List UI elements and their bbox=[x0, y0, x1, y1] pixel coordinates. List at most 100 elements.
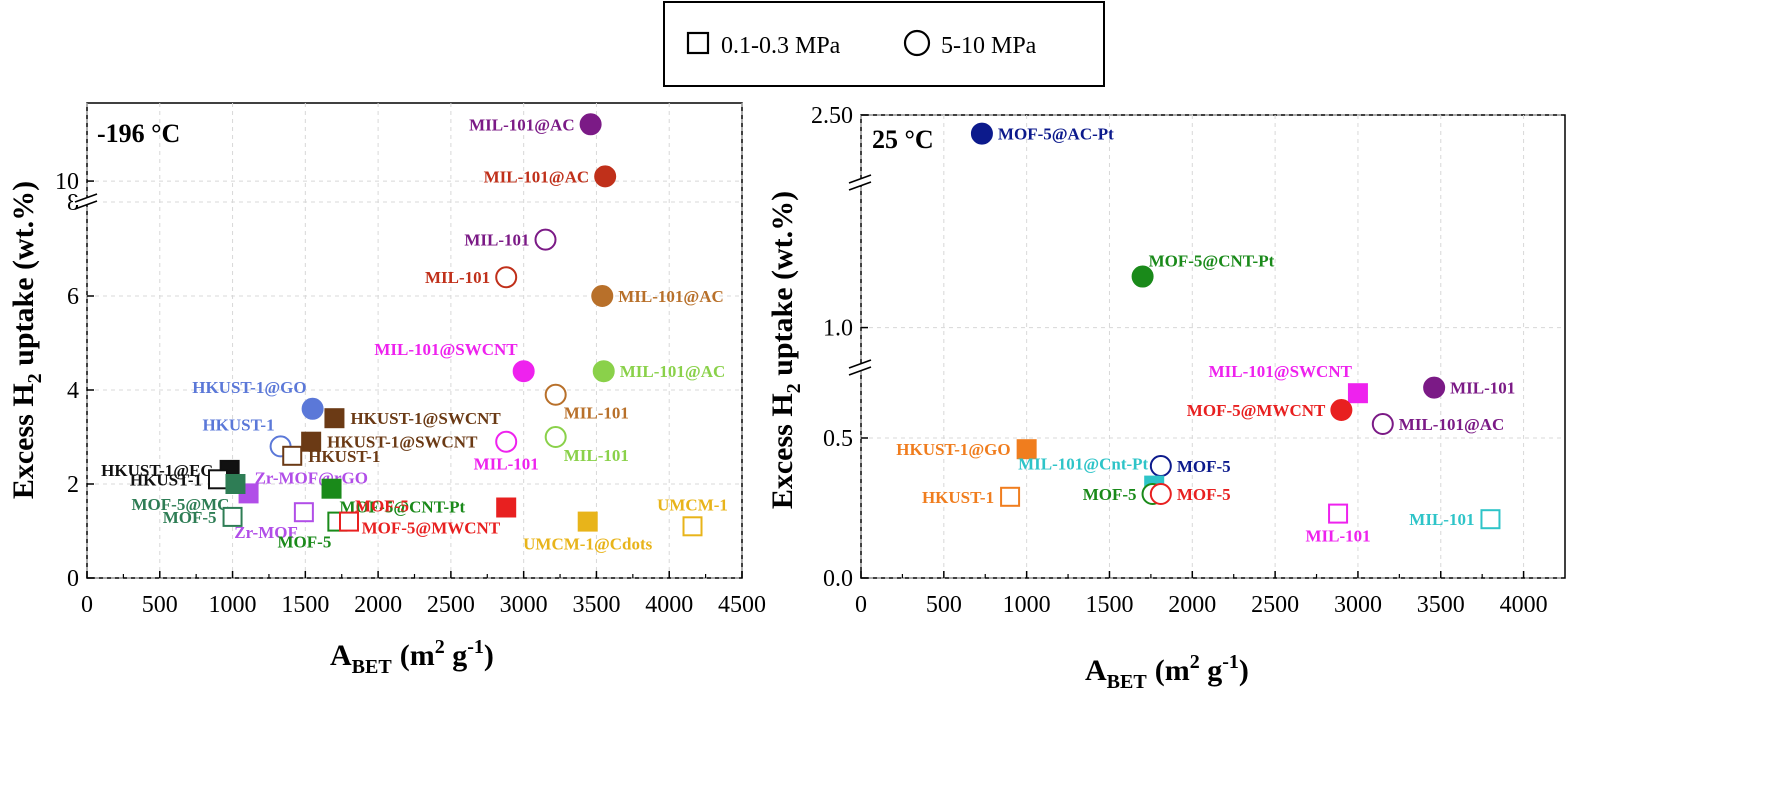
y-tick-label: 0.5 bbox=[823, 426, 853, 452]
data-point-square bbox=[293, 502, 314, 523]
left-plot-frame bbox=[86, 102, 743, 579]
data-point-label: Zr-MOF bbox=[234, 523, 298, 542]
axis-break-mark bbox=[74, 200, 98, 210]
data-point-label: UMCM-1 bbox=[657, 495, 728, 514]
data-point-label: MOF-5@CNT-Pt bbox=[340, 498, 466, 517]
data-point-circle bbox=[1149, 483, 1172, 505]
left-y-ticks: 1002468 bbox=[55, 169, 94, 592]
data-point-square bbox=[225, 474, 246, 494]
x-tick-label: 2000 bbox=[1168, 592, 1216, 618]
left-xlabel-sup: 2 bbox=[435, 636, 445, 658]
right-grid bbox=[860, 114, 1565, 579]
left-xlabel-tail: g bbox=[445, 639, 468, 672]
right-xlabel-tail: g bbox=[1200, 654, 1223, 687]
data-point-circle bbox=[1330, 399, 1353, 421]
x-tick-label: 1500 bbox=[281, 592, 329, 618]
right-xlabel-sup: 2 bbox=[1190, 651, 1200, 673]
data-point-square bbox=[682, 516, 703, 537]
right-xlabel-close: ) bbox=[1239, 654, 1249, 687]
legend-svg: 0.1-0.3 MPa 5-10 MPa bbox=[686, 29, 1037, 59]
y-tick-label: 6 bbox=[67, 284, 79, 310]
data-point-circle bbox=[534, 228, 557, 251]
left-x-ticks: 0 500 1000 1500 2000 2500 3000 3500 4000 4500 bbox=[81, 571, 766, 618]
data-point-label: MIL-101@AC bbox=[620, 362, 726, 381]
data-point-square bbox=[321, 478, 342, 499]
legend-circle-icon bbox=[903, 29, 931, 57]
left-ylabel-main: Excess H bbox=[7, 383, 40, 499]
x-tick-label: 0 bbox=[855, 592, 867, 618]
left-panel: 0 500 1000 1500 2000 2500 3000 3500 4000 4500 10 0… bbox=[7, 102, 766, 678]
y-tick-label: 0 bbox=[67, 566, 79, 592]
data-point-label: MIL-101 bbox=[425, 268, 490, 287]
data-point-label: MOF-5 bbox=[1177, 485, 1231, 504]
data-point-square bbox=[1347, 383, 1368, 404]
data-point-label: MIL-101@AC bbox=[469, 115, 575, 134]
y-tick-label: 2 bbox=[67, 472, 79, 498]
data-point-square bbox=[1328, 503, 1349, 524]
data-point-label: MIL-101@Cnt-Pt bbox=[1018, 455, 1148, 474]
data-point-square bbox=[324, 408, 345, 429]
data-point-label: MIL-101 bbox=[1305, 527, 1370, 546]
data-point-label: HKUST-1 bbox=[922, 488, 994, 507]
data-point-square bbox=[496, 497, 517, 518]
data-point-square bbox=[301, 431, 322, 452]
y-tick-label: 2.50 bbox=[811, 103, 853, 129]
data-point-square bbox=[208, 469, 228, 490]
x-tick-label: 1000 bbox=[1003, 592, 1051, 618]
x-tick-label: 2500 bbox=[1251, 592, 1299, 618]
data-point-circle bbox=[592, 360, 615, 383]
data-point-label: MIL-101 bbox=[564, 446, 629, 465]
right-axis-break bbox=[847, 174, 875, 376]
right-xlabel-units: (m bbox=[1155, 654, 1190, 687]
axis-break-mark bbox=[848, 181, 872, 191]
right-panel-title: 25 °C bbox=[872, 125, 934, 154]
data-point-label: MIL-101@SWCNT bbox=[374, 340, 518, 359]
data-point-label: MIL-101 bbox=[464, 231, 529, 250]
data-point-label: MOF-5 bbox=[278, 533, 332, 552]
data-point-square bbox=[577, 511, 598, 532]
data-point-label: MOF-5@MC bbox=[132, 495, 230, 514]
data-point-label: MIL-101@AC bbox=[618, 287, 724, 306]
right-plot-frame bbox=[860, 114, 1566, 579]
data-point-label: MOF-5 bbox=[1177, 457, 1231, 476]
data-point-label: HKUST-1 bbox=[308, 447, 380, 466]
x-tick-label: 3500 bbox=[1417, 592, 1465, 618]
data-point-circle bbox=[594, 165, 617, 188]
data-point-label: HKUST-1@SWCNT bbox=[327, 433, 478, 452]
axis-break-gap bbox=[847, 178, 875, 186]
right-points: MOF-5@AC-Pt MOF-5@CNT-Pt MIL-101@SWCNT MIL-… bbox=[896, 122, 1515, 546]
data-point-label: MOF-5@MWCNT bbox=[362, 519, 501, 538]
data-point-circle bbox=[579, 113, 602, 136]
right-xlabel-tail-sup: -1 bbox=[1222, 651, 1239, 673]
x-tick-label: 2000 bbox=[354, 592, 402, 618]
x-tick-label: 1500 bbox=[1085, 592, 1133, 618]
data-point-label: MIL-101@SWCNT bbox=[1209, 362, 1353, 381]
data-point-square bbox=[339, 511, 359, 532]
data-point-square bbox=[1480, 509, 1501, 530]
legend: 0.1-0.3 MPa 5-10 MPa bbox=[663, 1, 1105, 87]
data-point-label: HKUST-1 bbox=[202, 415, 274, 434]
data-point-circle bbox=[544, 426, 567, 448]
data-point-label: UMCM-1@Cdots bbox=[523, 535, 653, 554]
data-point-circle bbox=[1371, 413, 1394, 435]
x-tick-label: 3000 bbox=[1334, 592, 1382, 618]
data-point-label: MIL-101 bbox=[1409, 510, 1474, 529]
data-point-circle bbox=[970, 122, 993, 145]
right-xlabel-main: A bbox=[1085, 654, 1107, 687]
x-tick-label: 4000 bbox=[645, 592, 693, 618]
data-point-circle bbox=[495, 430, 518, 453]
x-tick-label: 3000 bbox=[500, 592, 548, 618]
right-ylabel-sub: 2 bbox=[783, 383, 805, 393]
right-panel: 0 500 1000 1500 2000 2500 3000 3500 4000 2.50 1.0… bbox=[766, 103, 1566, 693]
data-point-circle bbox=[495, 266, 518, 289]
data-point-circle bbox=[1423, 376, 1446, 399]
data-point-label: MOF-5 bbox=[1083, 485, 1137, 504]
data-point-label: MOF-5@MWCNT bbox=[1187, 401, 1326, 420]
legend-square-icon bbox=[686, 31, 710, 55]
left-panel-title: -196 °C bbox=[97, 119, 180, 148]
data-point-square bbox=[222, 506, 243, 527]
right-y-axis-label: Excess H2 uptake (wt.%) bbox=[766, 191, 805, 509]
left-points: MIL-101@AC MIL-101@AC MIL-101 MIL-101 MIL-10… bbox=[101, 113, 728, 554]
right-x-axis-label: ABET (m2 g-1) bbox=[1085, 651, 1249, 693]
right-x-ticks: 0 500 1000 1500 2000 2500 3000 3500 4000 bbox=[855, 571, 1548, 618]
